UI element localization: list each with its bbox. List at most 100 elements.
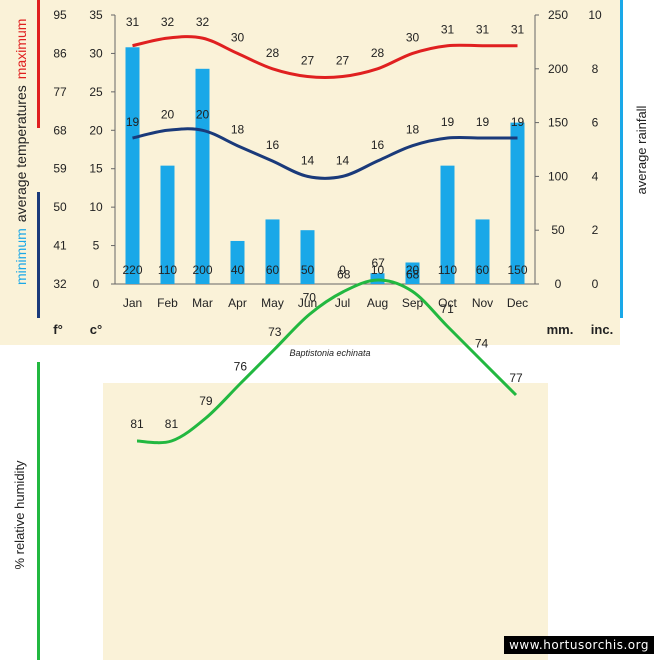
humidity-label-nov: 74 [475,337,489,351]
min-temp-label: 20 [161,107,175,121]
max-temp-label: 31 [126,15,140,29]
tick-millimetres: 150 [548,116,568,130]
month-label-feb: Feb [157,296,178,310]
maximum-color-bar [37,0,40,128]
month-label-oct: Oct [438,296,457,310]
min-temp-label: 16 [371,138,385,152]
tick-inches: 0 [592,277,599,291]
humidity-label-jan: 81 [130,417,144,431]
max-temp-label: 31 [476,23,490,37]
humidity-plot-area [103,383,548,660]
rainfall-bar-may [265,219,280,284]
tick-celsius: 30 [89,46,103,60]
rainfall-label: 50 [301,263,315,277]
humidity-line [136,278,518,445]
unit-fahrenheit: f° [53,322,63,337]
maximum-temperature-line [132,35,518,79]
tick-celsius: 10 [89,200,103,214]
tick-fahrenheit: 95 [53,8,67,22]
rainfall-label: 0 [339,263,346,277]
rainfall-bar-oct [440,165,455,284]
rainfall-bar-feb [160,165,175,284]
min-temp-label: 19 [441,115,455,129]
tick-fahrenheit: 86 [53,46,67,60]
humidity-label-dec: 77 [509,371,523,385]
max-temp-label: 30 [231,30,245,44]
tick-fahrenheit: 68 [53,123,67,137]
rainfall-label: 150 [507,263,527,277]
rainfall-label: 60 [266,263,280,277]
rainfall-label: 220 [122,263,142,277]
tick-fahrenheit: 50 [53,200,67,214]
min-temp-label: 16 [266,138,280,152]
max-temp-label: 27 [301,53,315,67]
rainfall-bar-apr [230,240,245,284]
humidity-color-bar [37,362,40,660]
humidity-label-oct: 71 [440,302,454,316]
tick-fahrenheit: 32 [53,277,67,291]
month-label-jan: Jan [123,296,142,310]
tick-celsius: 35 [89,8,103,22]
minimum-color-bar [37,192,40,318]
tick-celsius: 25 [89,85,103,99]
unit-celsius: c° [90,322,102,337]
humidity-label-jul: 68 [337,268,351,282]
humidity-label-aug: 67 [372,256,386,270]
rainfall-label: 110 [438,263,457,277]
minimum-temperature-line [132,127,518,180]
tick-millimetres: 100 [548,169,568,183]
max-temp-label: 32 [161,15,175,29]
rainfall-label: 20 [406,263,420,277]
rainfall-bar-jun [300,230,315,284]
rainfall-label: 10 [371,263,385,277]
min-temp-label: 19 [126,115,140,129]
humidity-label-may: 73 [268,325,282,339]
tick-inches: 6 [592,116,599,130]
rainfall-label: 200 [192,263,212,277]
max-temp-label: 28 [266,46,280,60]
tick-millimetres: 50 [551,223,565,237]
tick-celsius: 15 [89,162,103,176]
rainfall-bar-nov [475,219,490,284]
month-label-dec: Dec [507,296,528,310]
humidity-chart: % relative humidity 81 81 79 76 73 70 68 67 68 71 7… [0,256,660,660]
tick-millimetres: 0 [555,277,562,291]
min-temp-label: 19 [476,115,490,129]
humidity-label-feb: 81 [165,417,179,431]
month-label-nov: Nov [472,296,493,310]
rainfall-bar-dec [510,122,525,284]
month-label-jul: Jul [335,296,350,310]
label-minimum: minimum [13,228,29,285]
label-average-rainfall: average rainfall [634,105,649,194]
tick-celsius: 5 [93,239,100,253]
tick-inches: 4 [592,169,599,183]
max-temp-label: 31 [441,23,455,37]
humidity-axis-label: % relative humidity [12,460,27,570]
rainfall-color-bar [620,0,623,318]
min-temp-label: 18 [406,123,420,137]
tick-inches: 10 [588,8,602,22]
tick-inches: 8 [592,62,599,76]
rainfall-bar-sep [405,262,420,284]
humidity-label-mar: 79 [199,394,213,408]
unit-inches: inc. [591,322,613,337]
min-temp-label: 14 [336,153,350,167]
unit-millimetres: mm. [547,322,574,337]
humidity-label-jun: 70 [303,291,317,305]
rainfall-bar-mar [195,68,210,284]
left-axis-caption: minimum average temperatures maximum [13,19,29,285]
max-temp-label: 31 [511,23,525,37]
rainfall-label: 60 [476,263,490,277]
site-watermark: www.hortusorchis.org [504,636,654,654]
month-label-sep: Sep [402,296,424,310]
max-temp-label: 27 [336,53,350,67]
tick-fahrenheit: 59 [53,162,67,176]
max-temp-label: 32 [196,15,210,29]
max-temp-label: 28 [371,46,385,60]
tick-fahrenheit: 77 [53,85,67,99]
min-temp-label: 20 [196,107,210,121]
tick-inches: 2 [592,223,599,237]
min-temp-label: 14 [301,153,315,167]
month-label-jun: Jun [298,296,317,310]
